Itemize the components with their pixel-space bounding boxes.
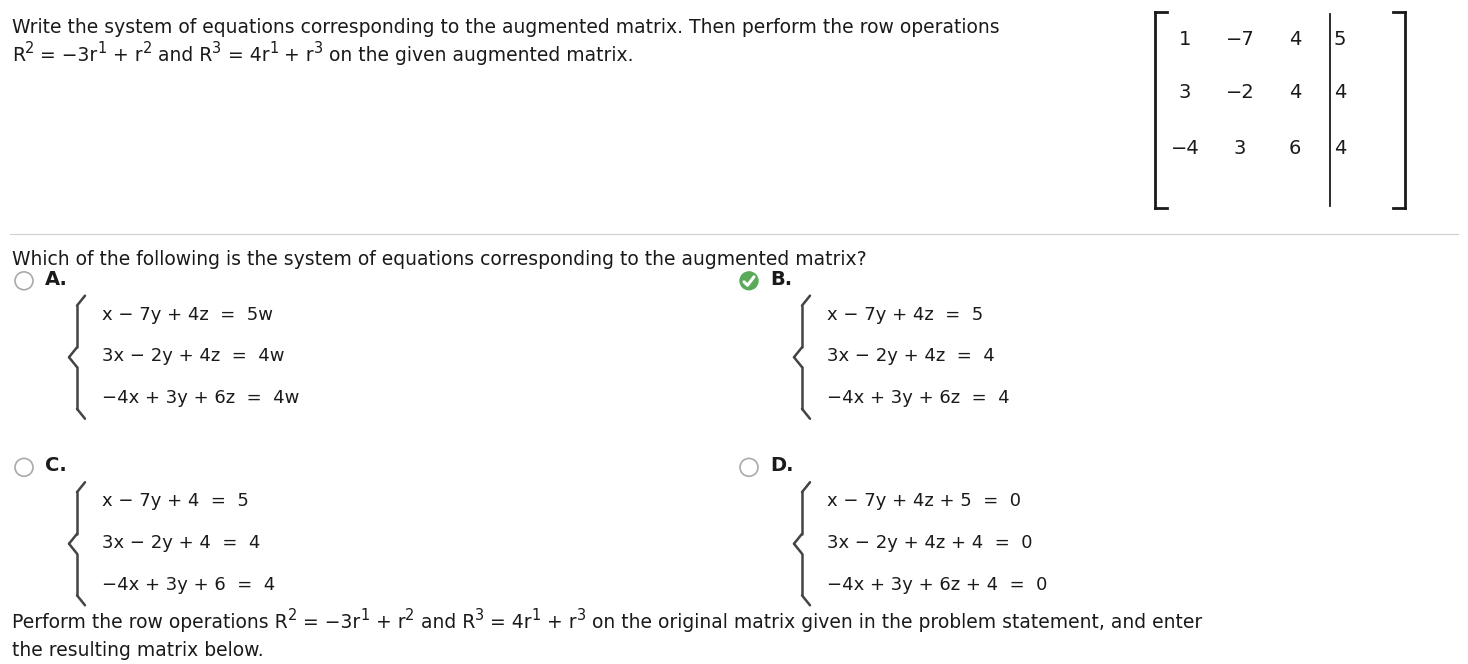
Text: 2: 2	[288, 608, 297, 623]
Text: −4x + 3y + 6  =  4: −4x + 3y + 6 = 4	[101, 576, 276, 594]
Text: 4: 4	[1289, 30, 1301, 48]
Text: 1: 1	[98, 41, 107, 56]
Text: D.: D.	[771, 456, 794, 475]
Text: 3x − 2y + 4  =  4: 3x − 2y + 4 = 4	[101, 534, 260, 552]
Text: −7: −7	[1226, 30, 1254, 48]
Text: 4: 4	[1334, 84, 1346, 102]
Text: Which of the following is the system of equations corresponding to the augmented: Which of the following is the system of …	[12, 250, 866, 269]
Text: = −3r: = −3r	[297, 614, 360, 632]
Text: x − 7y + 4z  =  5: x − 7y + 4z = 5	[826, 305, 984, 323]
Text: 3: 3	[577, 608, 586, 623]
Text: 3x − 2y + 4z  =  4: 3x − 2y + 4z = 4	[826, 347, 995, 365]
Text: and R: and R	[153, 46, 213, 64]
Text: 3: 3	[1179, 84, 1191, 102]
Text: 3: 3	[213, 41, 222, 56]
Text: 1: 1	[360, 608, 370, 623]
Text: 2: 2	[405, 608, 414, 623]
Text: Write the system of equations corresponding to the augmented matrix. Then perfor: Write the system of equations correspond…	[12, 18, 1000, 37]
Text: 1: 1	[531, 608, 542, 623]
Text: −4x + 3y + 6z  =  4w: −4x + 3y + 6z = 4w	[101, 389, 299, 407]
Text: 3: 3	[476, 608, 484, 623]
Text: Perform the row operations R: Perform the row operations R	[12, 614, 288, 632]
Text: 4: 4	[1289, 84, 1301, 102]
Text: on the original matrix given in the problem statement, and enter: on the original matrix given in the prob…	[586, 614, 1202, 632]
Text: + r: + r	[542, 614, 577, 632]
Text: 1: 1	[269, 41, 279, 56]
Text: = 4r: = 4r	[222, 46, 269, 64]
Text: 5: 5	[1334, 30, 1346, 48]
Text: on the given augmented matrix.: on the given augmented matrix.	[323, 46, 634, 64]
Text: C.: C.	[46, 456, 66, 475]
Text: x − 7y + 4z + 5  =  0: x − 7y + 4z + 5 = 0	[826, 492, 1022, 510]
Text: 4: 4	[1334, 139, 1346, 158]
Text: A.: A.	[46, 270, 68, 289]
Text: 3x − 2y + 4z + 4  =  0: 3x − 2y + 4z + 4 = 0	[826, 534, 1032, 552]
Text: 3: 3	[1233, 139, 1246, 158]
Text: = 4r: = 4r	[484, 614, 531, 632]
Text: −2: −2	[1226, 84, 1254, 102]
Text: 3x − 2y + 4z  =  4w: 3x − 2y + 4z = 4w	[101, 347, 285, 365]
Text: R: R	[12, 46, 25, 64]
Text: −4: −4	[1170, 139, 1199, 158]
Circle shape	[740, 272, 757, 290]
Text: x − 7y + 4  =  5: x − 7y + 4 = 5	[101, 492, 250, 510]
Text: 3: 3	[314, 41, 323, 56]
Text: + r: + r	[279, 46, 314, 64]
Text: = −3r: = −3r	[35, 46, 98, 64]
Text: B.: B.	[771, 270, 793, 289]
Text: + r: + r	[107, 46, 142, 64]
Text: 2: 2	[142, 41, 153, 56]
Text: 2: 2	[25, 41, 35, 56]
Text: −4x + 3y + 6z  =  4: −4x + 3y + 6z = 4	[826, 389, 1010, 407]
Text: the resulting matrix below.: the resulting matrix below.	[12, 641, 264, 660]
Text: −4x + 3y + 6z + 4  =  0: −4x + 3y + 6z + 4 = 0	[826, 576, 1047, 594]
Text: x − 7y + 4z  =  5w: x − 7y + 4z = 5w	[101, 305, 273, 323]
Text: 1: 1	[1179, 30, 1191, 48]
Text: + r: + r	[370, 614, 405, 632]
Text: and R: and R	[414, 614, 476, 632]
Text: 6: 6	[1289, 139, 1301, 158]
